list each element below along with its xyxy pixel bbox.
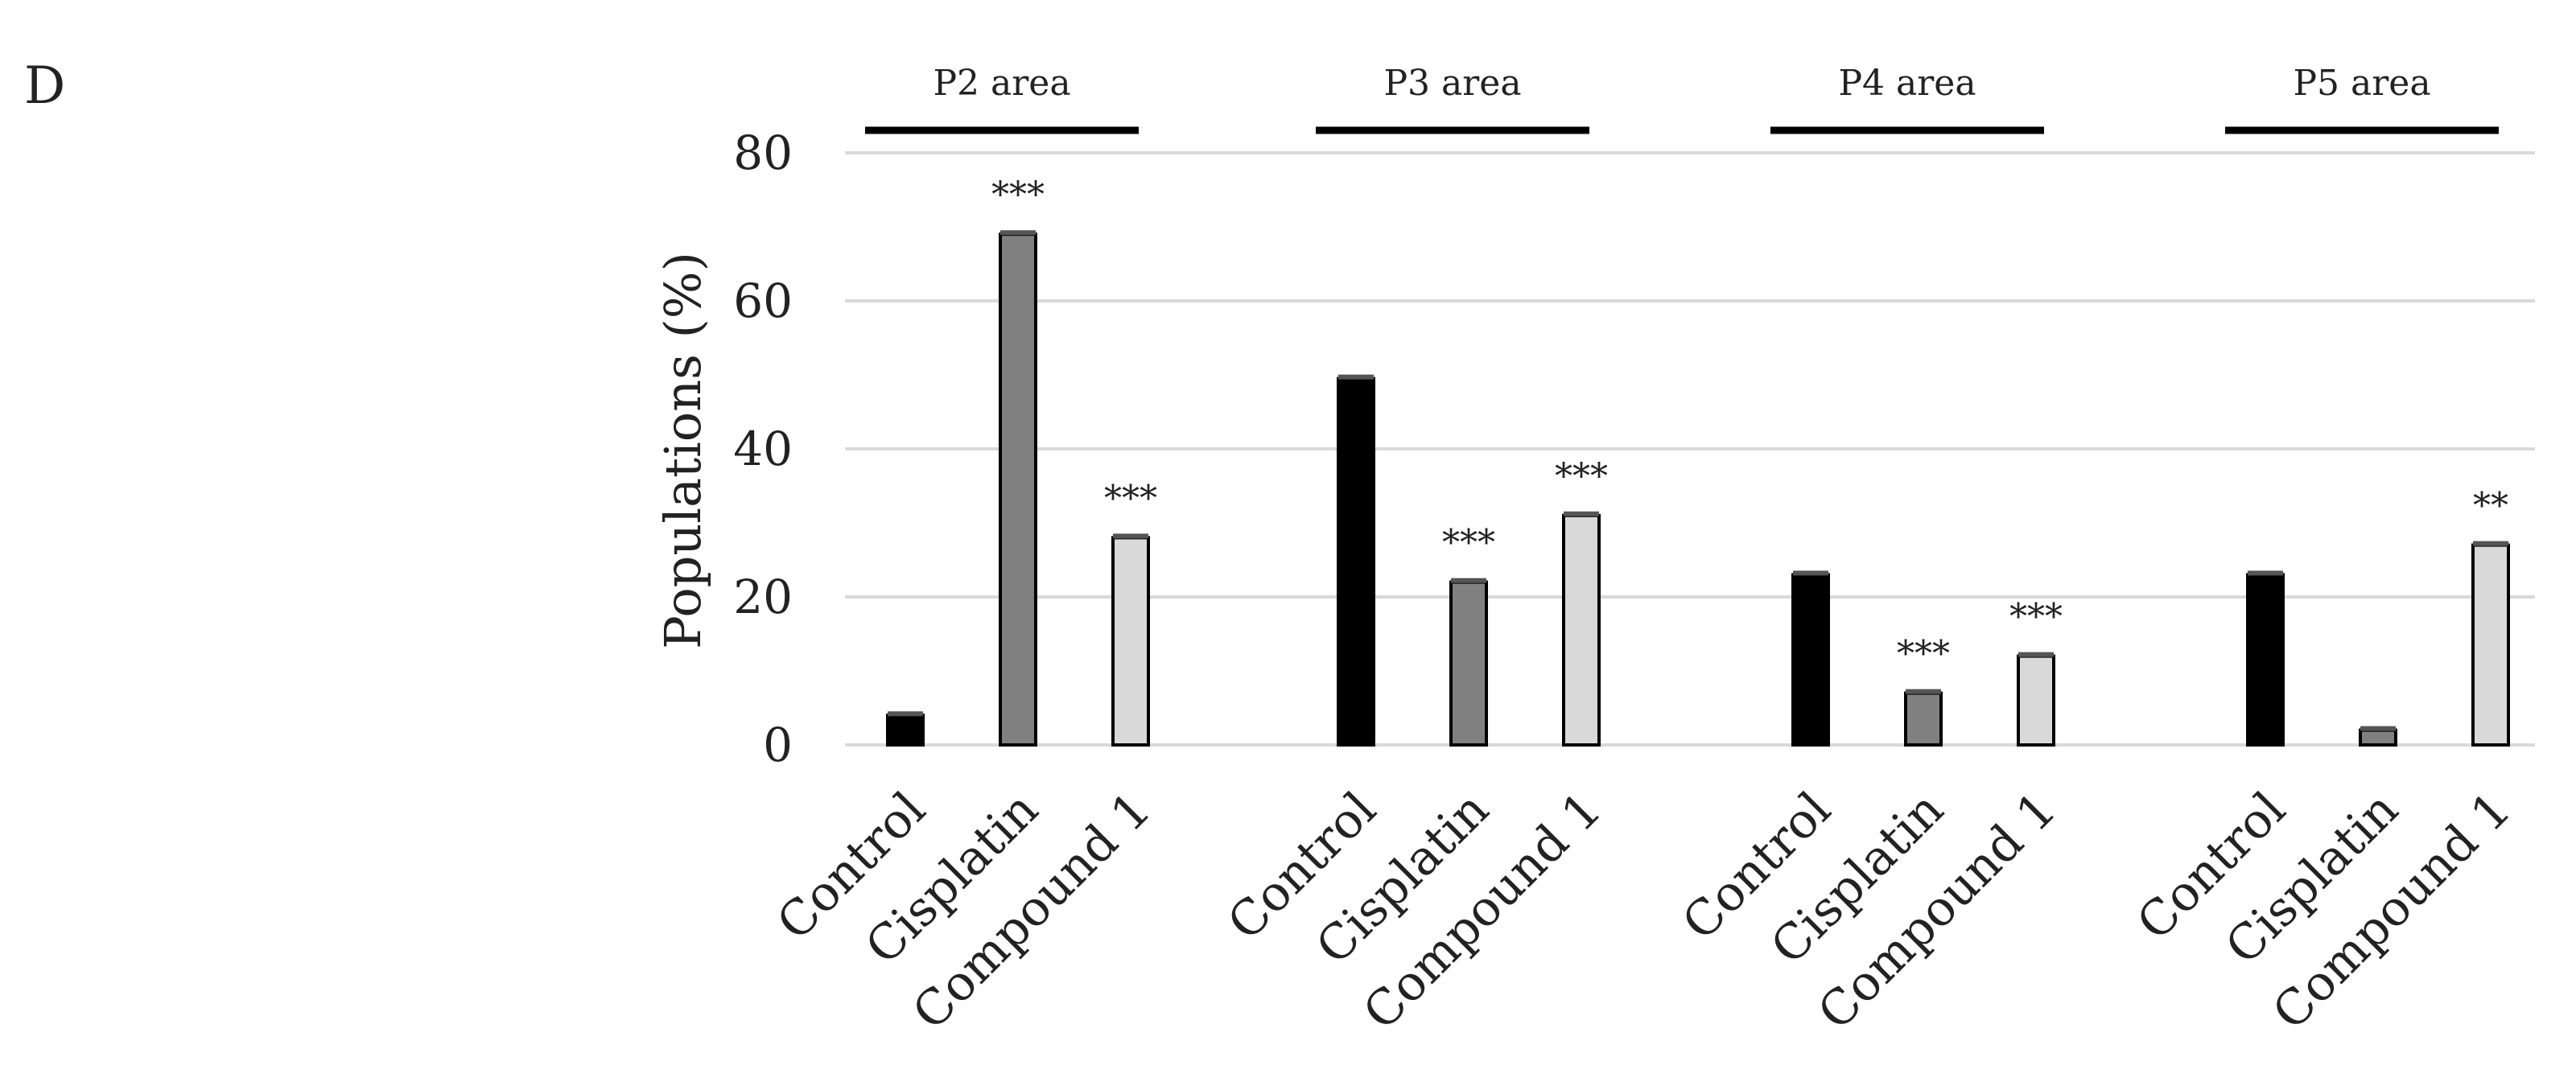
significance-label: *** [2009, 597, 2063, 638]
group-label: P5 area [2293, 63, 2430, 104]
panel-letter: D [24, 56, 65, 116]
significance-label: ** [2473, 486, 2508, 527]
significance-label: *** [1897, 634, 1950, 675]
bar [886, 714, 925, 747]
significance-label: *** [1442, 523, 1495, 564]
y-axis-label: Populations (%) [653, 252, 712, 649]
y-axis-ticks: 0 20 40 60 80 [733, 125, 793, 772]
bar [1904, 691, 1943, 747]
significance-label: *** [1104, 478, 1157, 519]
bar [2246, 573, 2285, 747]
y-tick-label: 60 [733, 274, 793, 328]
y-tick-label: 20 [733, 570, 793, 624]
y-tick-label: 40 [733, 422, 793, 476]
bar [2017, 654, 2055, 747]
group-label: P3 area [1383, 63, 1521, 104]
y-tick-label: 0 [763, 718, 793, 772]
bar [1562, 513, 1601, 747]
bar [1449, 580, 1488, 747]
significance-label: *** [1555, 456, 1608, 497]
y-tick-label: 80 [733, 125, 793, 180]
group-label: P2 area [933, 63, 1070, 104]
bar [2359, 728, 2397, 747]
bar [1337, 376, 1375, 747]
bar [1111, 536, 1150, 747]
significance-label: *** [991, 175, 1045, 216]
bar [999, 232, 1037, 747]
group-label: P4 area [1838, 63, 1976, 104]
bar [1791, 573, 1830, 747]
bar [2471, 543, 2510, 747]
